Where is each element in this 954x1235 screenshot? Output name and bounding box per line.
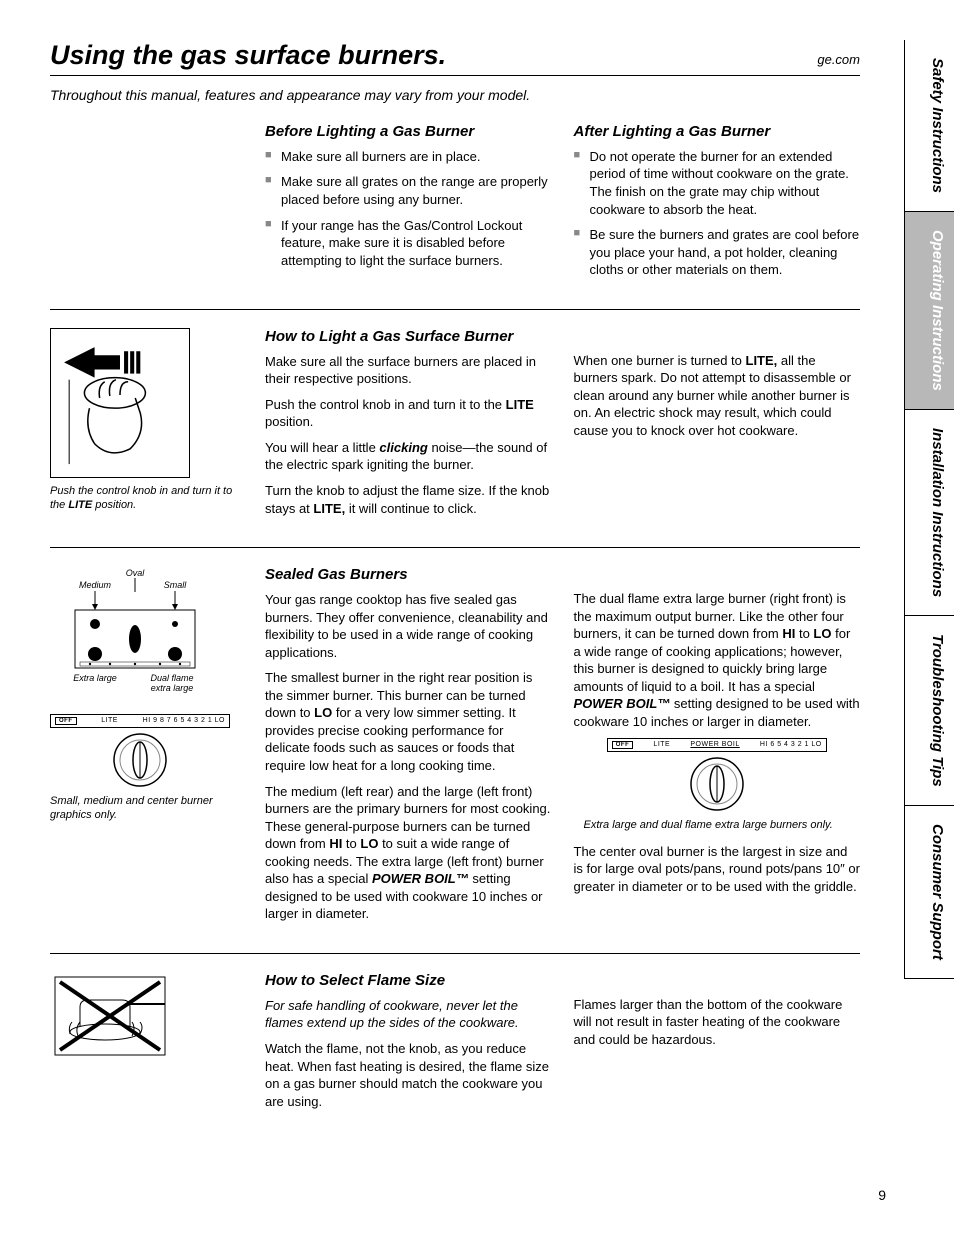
svg-text:Oval: Oval xyxy=(126,568,146,578)
dial-extra-large: OFFLITEPOWER BOILHI 6 5 4 3 2 1 LO xyxy=(607,738,827,812)
svg-text:Small: Small xyxy=(164,580,188,590)
tab-label: Installation Instructions xyxy=(929,428,946,597)
before-list: Make sure all burners are in place. Make… xyxy=(265,148,552,269)
svg-text:extra large: extra large xyxy=(151,683,194,693)
body-text: The medium (left rear) and the large (le… xyxy=(265,783,552,923)
body-text: Make sure all the surface burners are pl… xyxy=(265,353,552,388)
heading-flame-size: How to Select Flame Size xyxy=(265,972,552,989)
knob-hand-icon xyxy=(59,337,181,469)
section-tabs: Safety Instructions Operating Instructio… xyxy=(904,40,954,979)
body-text: For safe handling of cookware, never let… xyxy=(265,997,552,1032)
tab-operating[interactable]: Operating Instructions xyxy=(904,212,954,410)
body-text: The center oval burner is the largest in… xyxy=(574,843,861,896)
knob-icon xyxy=(689,756,745,812)
list-item: Make sure all burners are in place. xyxy=(265,148,552,166)
body-text: The smallest burner in the right rear po… xyxy=(265,669,552,774)
section-flame-size: How to Select Flame Size For safe handli… xyxy=(50,972,860,1118)
heading-light: How to Light a Gas Surface Burner xyxy=(265,328,552,345)
knob-hand-figure xyxy=(50,328,190,478)
svg-text:Medium: Medium xyxy=(79,580,112,590)
body-text: You will hear a little clicking noise—th… xyxy=(265,439,552,474)
list-item: If your range has the Gas/Control Lockou… xyxy=(265,217,552,270)
body-text: Push the control knob in and turn it to … xyxy=(265,396,552,431)
body-text: Flames larger than the bottom of the coo… xyxy=(574,996,861,1049)
knob-caption: Push the control knob in and turn it to … xyxy=(50,484,245,513)
cooktop-diagram: Oval Medium Small Extra large Dual flame… xyxy=(50,566,220,696)
body-text: When one burner is turned to LITE, all t… xyxy=(574,352,861,440)
tab-troubleshooting[interactable]: Troubleshooting Tips xyxy=(904,616,954,806)
wrong-pan-figure xyxy=(50,972,190,1062)
page-number: 9 xyxy=(878,1187,886,1203)
list-item: Make sure all grates on the range are pr… xyxy=(265,173,552,208)
tab-installation[interactable]: Installation Instructions xyxy=(904,410,954,616)
dial1-caption: Small, medium and center burner graphics… xyxy=(50,794,245,823)
body-text: The dual flame extra large burner (right… xyxy=(574,590,861,730)
list-item: Be sure the burners and grates are cool … xyxy=(574,226,861,279)
section-before-after: Before Lighting a Gas Burner Make sure a… xyxy=(50,123,860,310)
page-title: Using the gas surface burners. xyxy=(50,40,446,71)
dial-small-medium: OFFLITEHI 9 8 7 6 5 4 3 2 1 LO xyxy=(50,714,230,788)
intro-text: Throughout this manual, features and app… xyxy=(50,86,860,105)
knob-icon xyxy=(112,732,168,788)
after-list: Do not operate the burner for an extende… xyxy=(574,148,861,279)
svg-text:Extra large: Extra large xyxy=(73,673,117,683)
body-text: Your gas range cooktop has five sealed g… xyxy=(265,591,552,661)
brand-url: ge.com xyxy=(817,52,860,67)
body-text: Turn the knob to adjust the flame size. … xyxy=(265,482,552,517)
heading-before: Before Lighting a Gas Burner xyxy=(265,123,552,140)
list-item: Do not operate the burner for an extende… xyxy=(574,148,861,218)
svg-text:Dual flame: Dual flame xyxy=(150,673,193,683)
body-text: Watch the flame, not the knob, as you re… xyxy=(265,1040,552,1110)
heading-after: After Lighting a Gas Burner xyxy=(574,123,861,140)
section-how-to-light: Push the control knob in and turn it to … xyxy=(50,328,860,548)
tab-consumer[interactable]: Consumer Support xyxy=(904,806,954,979)
heading-sealed: Sealed Gas Burners xyxy=(265,566,552,583)
dial2-caption: Extra large and dual flame extra large b… xyxy=(584,818,861,832)
section-sealed-burners: Oval Medium Small Extra large Dual flame… xyxy=(50,566,860,954)
tab-safety[interactable]: Safety Instructions xyxy=(904,40,954,212)
